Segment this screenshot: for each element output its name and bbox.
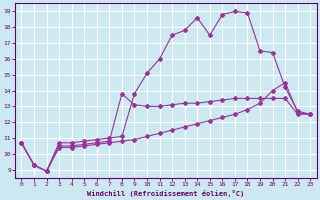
X-axis label: Windchill (Refroidissement éolien,°C): Windchill (Refroidissement éolien,°C) (87, 190, 244, 197)
